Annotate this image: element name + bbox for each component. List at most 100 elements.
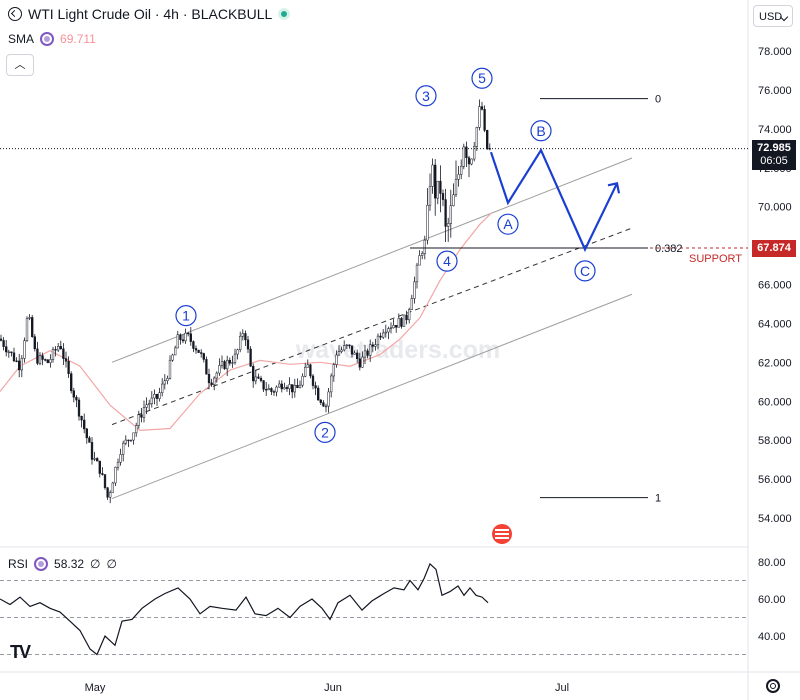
current-price-tag: 72.985 06:05	[752, 140, 796, 170]
wave-label-B-circle	[530, 120, 552, 142]
candle-body	[267, 388, 270, 391]
fib-level-label: 0	[655, 94, 661, 106]
candle-body	[233, 353, 237, 363]
candle-body	[259, 378, 263, 381]
sma-value: 69.711	[60, 32, 96, 46]
rsi-line	[0, 562, 489, 656]
candle-body	[371, 344, 374, 347]
candle-body	[150, 397, 153, 404]
wave-label-C: C	[580, 263, 590, 279]
candle-body	[7, 351, 10, 353]
candle-body	[470, 158, 473, 165]
fib-level-label: 1	[655, 493, 661, 505]
candle-body	[103, 474, 107, 488]
candle-body	[395, 325, 398, 328]
candle-body	[168, 359, 172, 379]
candle-body	[306, 364, 309, 368]
candle-body	[148, 403, 151, 405]
rsi-value: 58.32	[54, 557, 85, 571]
wave-label-4-circle	[436, 250, 458, 272]
candle-body	[205, 359, 208, 375]
candle-body	[408, 309, 411, 321]
price-tick: 60.000	[758, 396, 792, 408]
candle-body	[457, 174, 460, 180]
candle-body	[218, 365, 221, 374]
wave-label-B: B	[536, 123, 545, 139]
candle-body	[41, 355, 44, 360]
wave-label-3: 3	[422, 88, 430, 104]
rsi-tick: 40.00	[758, 631, 786, 643]
candle-body	[356, 352, 359, 359]
settings-gear-icon[interactable]	[766, 679, 780, 693]
candle-body	[64, 358, 68, 362]
wave-label-C-circle	[574, 260, 596, 282]
price-tick: 62.000	[758, 357, 792, 369]
candle-body	[33, 336, 36, 350]
market-status-icon	[278, 8, 291, 20]
candle-body	[122, 442, 125, 455]
candle-body	[15, 360, 18, 362]
collapse-icon[interactable]	[8, 7, 22, 21]
price-tick: 78.000	[758, 46, 792, 58]
candle-body	[314, 385, 317, 389]
candle-body	[187, 332, 190, 335]
sma-legend[interactable]: SMA 69.711	[8, 32, 96, 46]
candle-body	[270, 388, 273, 392]
candle-body	[70, 373, 73, 392]
wave-label-A-circle	[497, 213, 519, 235]
candle-body	[88, 437, 91, 443]
candle-body	[75, 396, 78, 401]
candle-body	[369, 344, 372, 356]
candle-body	[426, 204, 429, 241]
candle-body	[376, 335, 380, 346]
candle-body	[444, 199, 447, 227]
candle-body	[174, 347, 177, 356]
rsi-legend[interactable]: RSI 58.32 ∅ ∅	[8, 557, 117, 571]
candle-body	[215, 372, 218, 379]
wave-label-1: 1	[182, 308, 190, 324]
candle-body	[291, 384, 294, 393]
price-tick: 64.000	[758, 318, 792, 330]
candle-body	[382, 332, 385, 338]
bar-countdown: 06:05	[760, 155, 788, 167]
candle-body	[77, 399, 81, 417]
candle-body	[12, 352, 16, 362]
candle-body	[176, 334, 179, 349]
support-price: 67.874	[757, 242, 791, 254]
fib-level-label: 0.382	[655, 243, 683, 255]
chevron-up-icon: ︿	[14, 59, 26, 71]
candle-body	[434, 164, 437, 199]
candle-body	[304, 367, 307, 377]
currency-select[interactable]: USD	[753, 5, 793, 27]
candle-body	[28, 317, 31, 319]
candle-body	[67, 360, 70, 374]
candle-body	[327, 391, 330, 407]
candle-body	[241, 333, 244, 337]
rsi-tick: 60.00	[758, 594, 786, 606]
candle-body	[223, 361, 226, 370]
candle-body	[413, 281, 416, 299]
candle-body	[228, 359, 231, 364]
candle-body	[389, 327, 393, 329]
collapse-legend-button[interactable]: ︿	[6, 54, 34, 76]
wave-label-2: 2	[321, 424, 329, 440]
price-tick: 54.000	[758, 513, 792, 525]
candle-body	[184, 332, 187, 342]
candle-body	[135, 425, 138, 434]
channel-lower-line	[111, 293, 633, 500]
wave-label-2-circle	[314, 421, 336, 443]
currency-label: USD	[759, 11, 783, 23]
candle-body	[140, 414, 143, 418]
us-flag-icon[interactable]	[492, 524, 512, 544]
candle-body	[62, 348, 65, 359]
tradingview-logo[interactable]: TV	[10, 642, 31, 662]
candle-body	[249, 348, 252, 367]
candle-body	[392, 325, 395, 329]
candle-body	[179, 334, 182, 340]
candle-body	[363, 350, 367, 358]
candle-body	[119, 454, 122, 463]
candle-body	[454, 179, 458, 196]
candle-body	[36, 348, 39, 364]
chart-title: WTI Light Crude Oil · 4h · BLACKBULL	[28, 6, 273, 22]
candle-body	[436, 180, 439, 199]
